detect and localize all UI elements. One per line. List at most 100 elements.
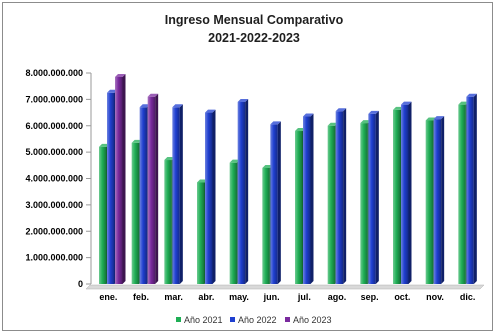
bar-top — [205, 109, 216, 113]
bar-face — [327, 125, 336, 284]
x-tick-label: ago. — [328, 292, 347, 302]
y-tick-label: 0 — [78, 279, 83, 289]
bar — [270, 121, 281, 285]
bar-side — [441, 116, 445, 284]
bar — [401, 101, 412, 285]
chart-subtitle: 2021-2022-2023 — [208, 31, 300, 45]
chart-floor — [85, 284, 485, 290]
bar-face — [458, 104, 466, 285]
bar-side — [408, 101, 412, 285]
bar-face — [401, 104, 409, 285]
bar-face — [115, 76, 123, 284]
legend: Año 2021 Año 2022 Año 2023 — [176, 315, 332, 325]
legend-label: Año 2022 — [238, 315, 277, 325]
x-tick-label: ene. — [99, 292, 117, 302]
bar-top — [107, 89, 118, 93]
bar — [147, 93, 159, 284]
y-tick-label: 3.000.000.000 — [25, 200, 83, 210]
bar — [172, 104, 183, 284]
y-tick-label: 6.000.000.000 — [25, 121, 83, 131]
x-axis: ene. feb. mar. abr. may. jun. jul. ago. sep. oct.… — [85, 284, 485, 302]
bar-top — [237, 99, 249, 103]
bar-side — [212, 109, 216, 284]
bar-side — [343, 108, 347, 285]
x-tick-label: mar. — [164, 292, 183, 302]
legend-swatch — [285, 317, 290, 322]
bar — [335, 108, 347, 285]
bar-face — [139, 107, 148, 284]
bar-side — [277, 121, 281, 285]
bar-top — [335, 108, 347, 112]
bar-face — [393, 109, 401, 284]
bar-top — [139, 104, 151, 108]
bar-top — [229, 159, 241, 163]
y-axis: 0 1.000.000.000 2.000.000.000 3.000.000.000… — [25, 68, 92, 289]
x-tick-label: nov. — [426, 292, 444, 302]
bar-side — [122, 73, 126, 284]
bar-face — [107, 92, 115, 284]
bar-face — [205, 112, 213, 284]
bar-side — [310, 113, 314, 284]
bar-top — [327, 122, 339, 126]
x-tick-label: feb. — [133, 292, 149, 302]
bar-face — [262, 167, 270, 284]
y-tick-label: 7.000.000.000 — [25, 94, 83, 104]
bar-face — [303, 116, 311, 284]
bar-face — [99, 146, 107, 284]
bar-face — [270, 124, 278, 285]
bar-face — [237, 102, 246, 284]
y-tick-label: 8.000.000.000 — [25, 68, 83, 78]
bar-face — [131, 142, 140, 284]
x-tick-label: abr. — [198, 292, 214, 302]
bar-side — [375, 110, 379, 284]
bars — [99, 73, 477, 285]
bar-top — [172, 104, 183, 108]
bar-top — [262, 164, 273, 168]
x-tick-label: dic. — [460, 292, 476, 302]
bar — [115, 73, 126, 284]
bar-top — [99, 143, 110, 147]
bar-top — [295, 128, 306, 132]
bar-side — [155, 93, 159, 284]
bar-face — [172, 107, 180, 284]
bar — [368, 110, 379, 284]
bar-face — [433, 119, 442, 284]
bar-face — [466, 96, 474, 284]
bar — [466, 93, 477, 284]
bar-top — [458, 101, 469, 105]
bar-top — [360, 120, 371, 124]
legend-swatch — [230, 317, 235, 322]
y-tick-label: 5.000.000.000 — [25, 147, 83, 157]
bar-top — [425, 117, 437, 121]
bar-top — [164, 157, 175, 161]
bar-side — [245, 99, 249, 284]
legend-label: Año 2023 — [293, 315, 332, 325]
bar-top — [466, 93, 477, 97]
y-tick-label: 1.000.000.000 — [25, 253, 83, 263]
bar-face — [295, 131, 303, 284]
chart-title: Ingreso Mensual Comparativo — [165, 13, 344, 27]
x-tick-label: jun. — [263, 292, 280, 302]
bar-top — [303, 113, 314, 117]
bar-top — [197, 179, 208, 183]
bar-top — [368, 110, 379, 114]
bar-side — [473, 93, 477, 284]
y-tick-label: 4.000.000.000 — [25, 174, 83, 184]
bar-top — [270, 121, 281, 125]
legend-swatch — [176, 317, 181, 322]
bar-face — [335, 111, 344, 285]
y-tick-label: 2.000.000.000 — [25, 226, 83, 236]
x-tick-label: jul. — [297, 292, 311, 302]
bar-top — [393, 106, 404, 110]
bar-face — [147, 96, 156, 284]
bar-face — [229, 162, 238, 284]
legend-label: Año 2021 — [184, 315, 223, 325]
bar-top — [115, 73, 126, 77]
bar-top — [401, 101, 412, 105]
bar-face — [360, 123, 368, 284]
bar-top — [131, 139, 143, 143]
x-tick-label: may. — [229, 292, 249, 302]
bar — [303, 113, 314, 284]
bar — [237, 99, 249, 284]
bar-face — [197, 182, 205, 284]
